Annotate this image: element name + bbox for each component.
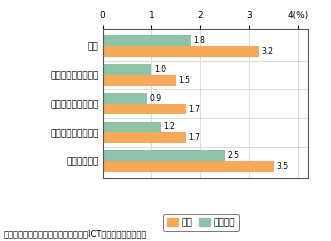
Text: （出典）「我が国の社会生活におけるICT利用に関する調査」: （出典）「我が国の社会生活におけるICT利用に関する調査」 — [3, 230, 147, 239]
Text: 1.2: 1.2 — [164, 122, 175, 131]
Bar — [103, 132, 186, 143]
Bar — [103, 104, 186, 114]
Text: 3.2: 3.2 — [261, 47, 273, 56]
Text: 1.7: 1.7 — [188, 133, 200, 142]
Text: 1.8: 1.8 — [193, 36, 205, 45]
Bar — [103, 75, 176, 86]
Text: 0.9: 0.9 — [149, 94, 161, 103]
Legend: 閲覧, 書き込み: 閲覧, 書き込み — [163, 214, 239, 231]
Bar — [103, 46, 259, 57]
Text: 2.5: 2.5 — [227, 151, 239, 160]
Text: 1.5: 1.5 — [178, 76, 190, 85]
Bar — [103, 93, 147, 104]
Text: 3.5: 3.5 — [276, 162, 288, 171]
Bar — [103, 121, 161, 132]
Bar — [103, 150, 225, 161]
Text: 1.7: 1.7 — [188, 105, 200, 114]
Bar — [103, 64, 152, 75]
Text: 1.0: 1.0 — [154, 65, 166, 74]
Bar — [103, 35, 191, 46]
Bar — [103, 161, 274, 172]
